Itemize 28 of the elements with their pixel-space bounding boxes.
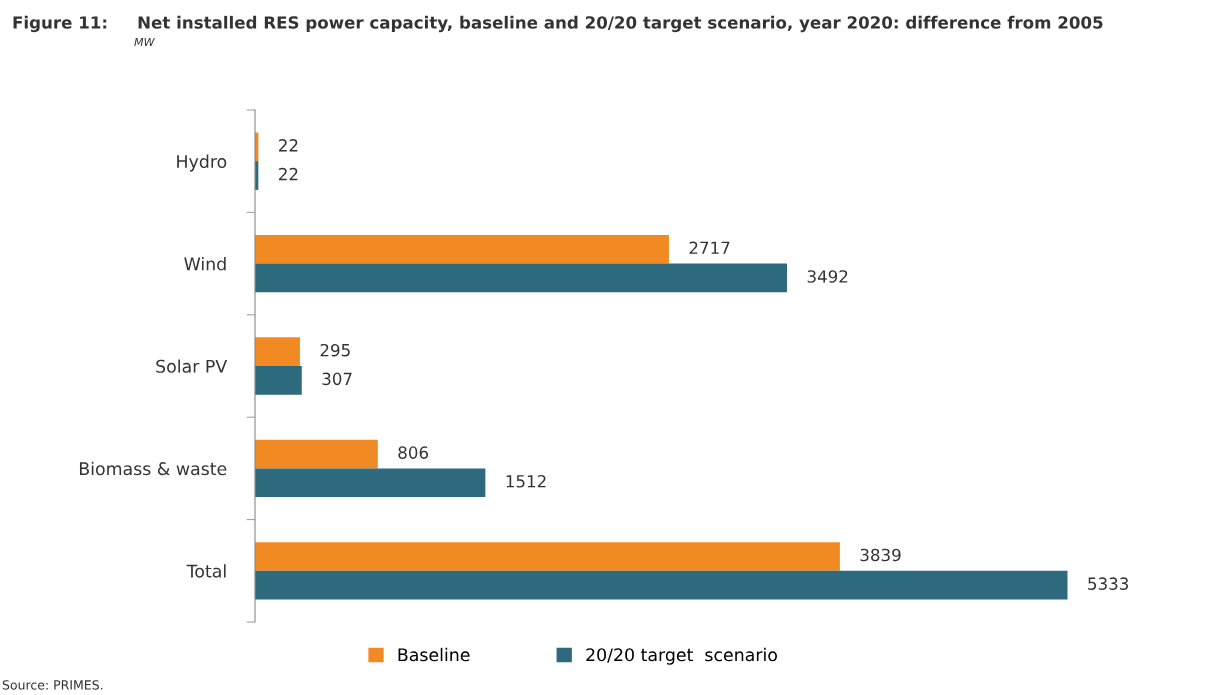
bar [255,234,669,264]
y-tick-label: Hydro [177,154,227,172]
data-label: 22 [279,139,298,152]
data-label: 3492 [807,270,848,283]
source-note: Source: PRIMES. [2,680,103,690]
data-label: 307 [322,372,352,386]
data-label: 806 [398,446,428,459]
chart-title: Figure 11: Net installed RES power capacity, baseline and 20/20 target scenario, year 2020: difference from 2005 [13,15,1103,33]
data-label: 2717 [689,241,730,254]
bar [255,337,300,366]
bar [255,263,788,293]
bar [255,366,302,395]
legend-label: 20/20 target scenario [586,647,777,665]
legend-label: Baseline [398,647,470,662]
data-label: 22 [279,167,298,181]
data-label: 1512 [506,474,546,488]
data-label: 5333 [1088,577,1129,590]
bar [255,439,378,469]
y-tick-label: Solar PV [156,359,228,373]
bar [255,570,1068,600]
bar [255,468,486,498]
y-tick-label: Biomass & waste [79,461,227,476]
y-tick-label: Wind [184,257,226,271]
data-label: 3839 [860,548,901,562]
text: MW [134,37,155,47]
y-tick-label: Total [186,564,226,578]
data-label: 295 [320,343,350,357]
bar [255,542,840,571]
